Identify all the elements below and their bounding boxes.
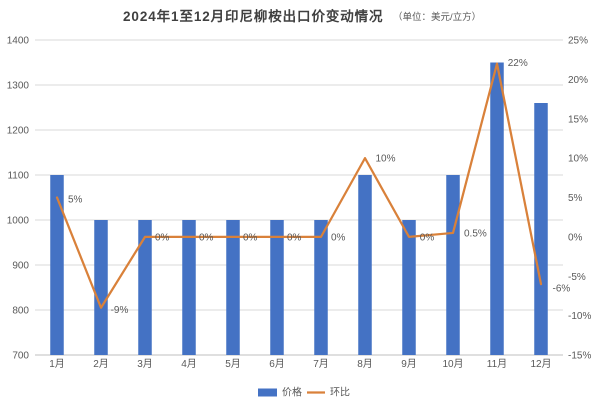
svg-text:价格: 价格 [282, 386, 302, 399]
svg-text:2月: 2月 [93, 358, 109, 370]
svg-text:8月: 8月 [357, 358, 373, 370]
svg-text:-15%: -15% [568, 351, 591, 362]
svg-text:0%: 0% [243, 232, 258, 243]
svg-text:（单位：美元/立方）: （单位：美元/立方） [393, 11, 481, 23]
svg-text:环比: 环比 [330, 387, 350, 399]
svg-text:0%: 0% [155, 232, 170, 243]
svg-text:20%: 20% [568, 75, 588, 86]
svg-text:-10%: -10% [568, 311, 591, 322]
svg-text:12月: 12月 [530, 358, 551, 370]
svg-text:5%: 5% [568, 193, 583, 204]
svg-text:0%: 0% [420, 232, 435, 243]
svg-text:0.5%: 0.5% [464, 228, 487, 239]
svg-text:-5%: -5% [568, 272, 586, 283]
svg-text:0%: 0% [287, 232, 302, 243]
svg-text:0%: 0% [199, 232, 214, 243]
svg-text:1400: 1400 [7, 36, 30, 47]
svg-text:11月: 11月 [487, 358, 507, 370]
svg-text:10%: 10% [376, 154, 396, 165]
svg-text:800: 800 [12, 306, 29, 317]
svg-text:2024年1至12月印尼柳桉出口价变动情况: 2024年1至12月印尼柳桉出口价变动情况 [123, 8, 383, 24]
svg-text:15%: 15% [568, 114, 588, 125]
svg-text:9月: 9月 [401, 358, 417, 370]
svg-text:1300: 1300 [7, 81, 30, 92]
svg-text:900: 900 [12, 261, 29, 272]
svg-text:1月: 1月 [49, 358, 65, 370]
svg-text:1100: 1100 [7, 171, 29, 182]
svg-text:0%: 0% [331, 232, 346, 243]
svg-text:25%: 25% [568, 36, 588, 47]
svg-text:-9%: -9% [111, 305, 129, 316]
svg-text:4月: 4月 [181, 358, 197, 370]
svg-text:10月: 10月 [442, 358, 463, 370]
svg-text:3月: 3月 [137, 358, 153, 370]
svg-text:-6%: -6% [553, 283, 571, 294]
svg-text:0%: 0% [568, 232, 583, 243]
svg-text:1000: 1000 [7, 216, 30, 227]
svg-text:5%: 5% [68, 195, 83, 206]
svg-text:22%: 22% [508, 58, 528, 69]
svg-text:700: 700 [12, 351, 29, 362]
svg-text:5月: 5月 [225, 358, 241, 370]
svg-text:1200: 1200 [7, 126, 30, 137]
svg-text:6月: 6月 [269, 358, 285, 370]
svg-text:10%: 10% [568, 154, 588, 165]
svg-text:7月: 7月 [313, 358, 329, 370]
